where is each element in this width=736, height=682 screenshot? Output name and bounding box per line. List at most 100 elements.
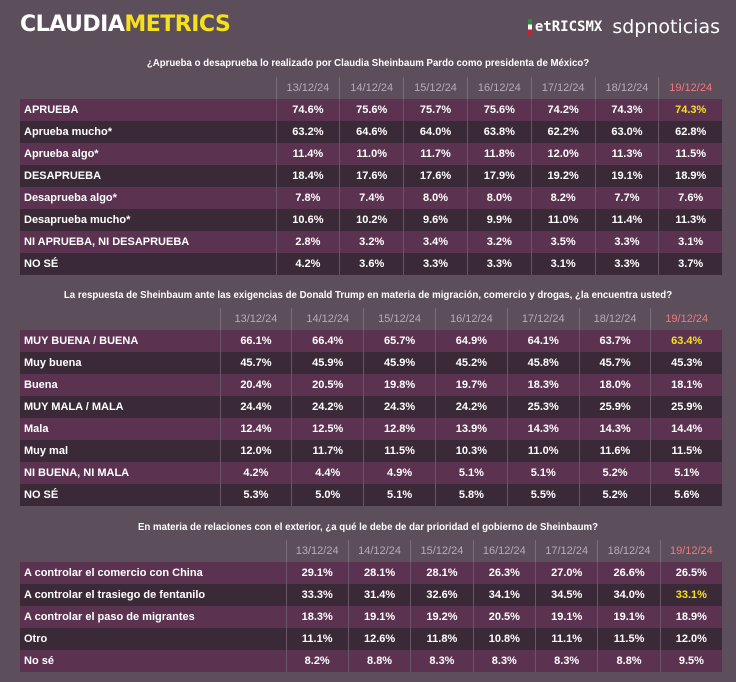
row-label: A controlar el comercio con China (20, 562, 286, 584)
table-row: MUY BUENA / BUENA 66.1% 66.4% 65.7% 64.9% 64.… (20, 330, 722, 352)
value-cell: 19.8% (363, 374, 436, 396)
value-cell: 7.7% (594, 187, 659, 209)
value-cell: 17.9% (466, 165, 532, 187)
value-cell: 18.1% (650, 374, 722, 396)
value-cell: 4.9% (363, 462, 436, 484)
value-cell: 64.6% (339, 121, 404, 143)
value-cell: 9.6% (403, 209, 468, 231)
value-cell: 7.4% (339, 187, 404, 209)
row-label: Buena (20, 374, 220, 396)
date-header: 13/12/24 (285, 540, 349, 562)
value-cell: 2.8% (275, 231, 340, 253)
date-header: 14/12/24 (339, 77, 404, 99)
table-row: Mala 12.4% 12.5% 12.8% 13.9% 14.3% 14.3% 14.4% (20, 418, 722, 440)
value-cell: 11.0% (339, 143, 404, 165)
value-cell: 3.3% (403, 253, 468, 275)
value-cell: 5.6% (650, 484, 722, 506)
value-cell: 11.1% (285, 628, 349, 650)
value-cell: 8.2% (285, 650, 349, 672)
value-cell: 19.1% (597, 606, 661, 628)
value-cell: 8.3% (410, 650, 474, 672)
value-cell: 19.1% (347, 606, 411, 628)
value-cell: 18.3% (506, 374, 580, 396)
row-label: MUY BUENA / BUENA (20, 330, 220, 352)
value-cell: 8.3% (534, 650, 598, 672)
value-cell: 32.6% (410, 584, 474, 606)
value-cell: 8.0% (466, 187, 532, 209)
value-cell: 11.0% (506, 440, 580, 462)
value-cell: 3.3% (594, 231, 659, 253)
row-label: Aprueba mucho* (20, 121, 276, 143)
table-row: Otro 11.1% 12.6% 11.8% 10.8% 11.1% 11.5% 12.0% (20, 628, 722, 650)
value-cell: 11.8% (410, 628, 474, 650)
value-cell: 24.2% (291, 396, 364, 418)
value-cell: 10.3% (434, 440, 508, 462)
table-row: Aprueba algo* 11.4% 11.0% 11.7% 11.8% 12.0% 11… (20, 143, 722, 165)
value-cell: 17.6% (403, 165, 468, 187)
value-cell: 11.1% (534, 628, 598, 650)
value-cell: 74.3% (594, 99, 659, 121)
table-row: MUY MALA / MALA 24.4% 24.2% 24.3% 24.2% 25.3%… (20, 396, 722, 418)
value-cell: 18.9% (658, 165, 722, 187)
value-cell: 11.5% (658, 143, 722, 165)
value-cell: 28.1% (347, 562, 411, 584)
value-cell: 3.7% (658, 253, 722, 275)
empty-header (20, 77, 276, 99)
date-header: 14/12/24 (291, 308, 364, 330)
value-cell: 5.1% (650, 462, 722, 484)
row-label: A controlar el paso de migrantes (20, 606, 286, 628)
value-cell: 11.6% (578, 440, 651, 462)
question-title: La respuesta de Sheinbaum ante las exige… (63, 289, 673, 301)
value-cell: 3.4% (403, 231, 468, 253)
value-cell: 12.6% (347, 628, 411, 650)
value-cell: 26.3% (472, 562, 536, 584)
row-label: NI BUENA, NI MALA (20, 462, 220, 484)
date-header: 15/12/24 (363, 308, 436, 330)
date-header: 13/12/24 (219, 308, 292, 330)
results-table: 13/12/24 14/12/24 15/12/24 16/12/24 17/12/24… (20, 77, 722, 275)
row-label: Mala (20, 418, 220, 440)
value-cell: 10.2% (339, 209, 404, 231)
value-cell: 12.0% (659, 628, 722, 650)
date-header: 19/12/24 (659, 540, 722, 562)
table-row: Buena 20.4% 20.5% 19.8% 19.7% 18.3% 18.0% 18.1% (20, 374, 722, 396)
results-table: 13/12/24 14/12/24 15/12/24 16/12/24 17/12/24… (20, 308, 722, 506)
value-cell: 66.1% (219, 330, 292, 352)
value-cell: 18.3% (285, 606, 349, 628)
value-cell: 5.1% (363, 484, 436, 506)
table-row: Desaprueba algo* 7.8% 7.4% 8.0% 8.0% 8.2% 7.7%… (20, 187, 722, 209)
value-cell: 24.4% (219, 396, 292, 418)
date-header: 19/12/24 (650, 308, 722, 330)
value-cell: 75.7% (403, 99, 468, 121)
value-cell: 34.5% (534, 584, 598, 606)
value-cell: 3.1% (530, 253, 596, 275)
value-cell: 11.7% (403, 143, 468, 165)
value-cell: 14.3% (578, 418, 651, 440)
value-cell: 10.8% (472, 628, 536, 650)
value-cell: 45.2% (434, 352, 508, 374)
table-row: NI APRUEBA, NI DESAPRUEBA 2.8% 3.2% 3.4% 3.2… (20, 231, 722, 253)
value-cell: 24.2% (434, 396, 508, 418)
date-header: 15/12/24 (403, 77, 468, 99)
value-cell: 11.5% (363, 440, 436, 462)
sdpnoticias-logo: sdpnoticias (612, 16, 720, 38)
value-cell: 27.0% (534, 562, 598, 584)
value-cell: 75.6% (339, 99, 404, 121)
question-title: En materia de relaciones con el exterior… (137, 521, 599, 533)
value-cell: 19.1% (534, 606, 598, 628)
value-cell: 19.1% (594, 165, 659, 187)
value-cell: 3.5% (530, 231, 596, 253)
partner-logos: etRICSMX sdpnoticias (527, 16, 720, 38)
value-cell: 8.0% (403, 187, 468, 209)
value-cell: 75.6% (466, 99, 532, 121)
value-cell: 5.3% (219, 484, 292, 506)
row-label: APRUEBA (20, 99, 276, 121)
value-cell: 20.4% (219, 374, 292, 396)
date-header: 16/12/24 (472, 540, 536, 562)
value-cell: 25.9% (578, 396, 651, 418)
value-cell: 62.2% (530, 121, 596, 143)
value-cell: 63.4% (650, 330, 722, 352)
date-header: 17/12/24 (534, 540, 598, 562)
value-cell: 64.1% (506, 330, 580, 352)
value-cell: 3.3% (594, 253, 659, 275)
